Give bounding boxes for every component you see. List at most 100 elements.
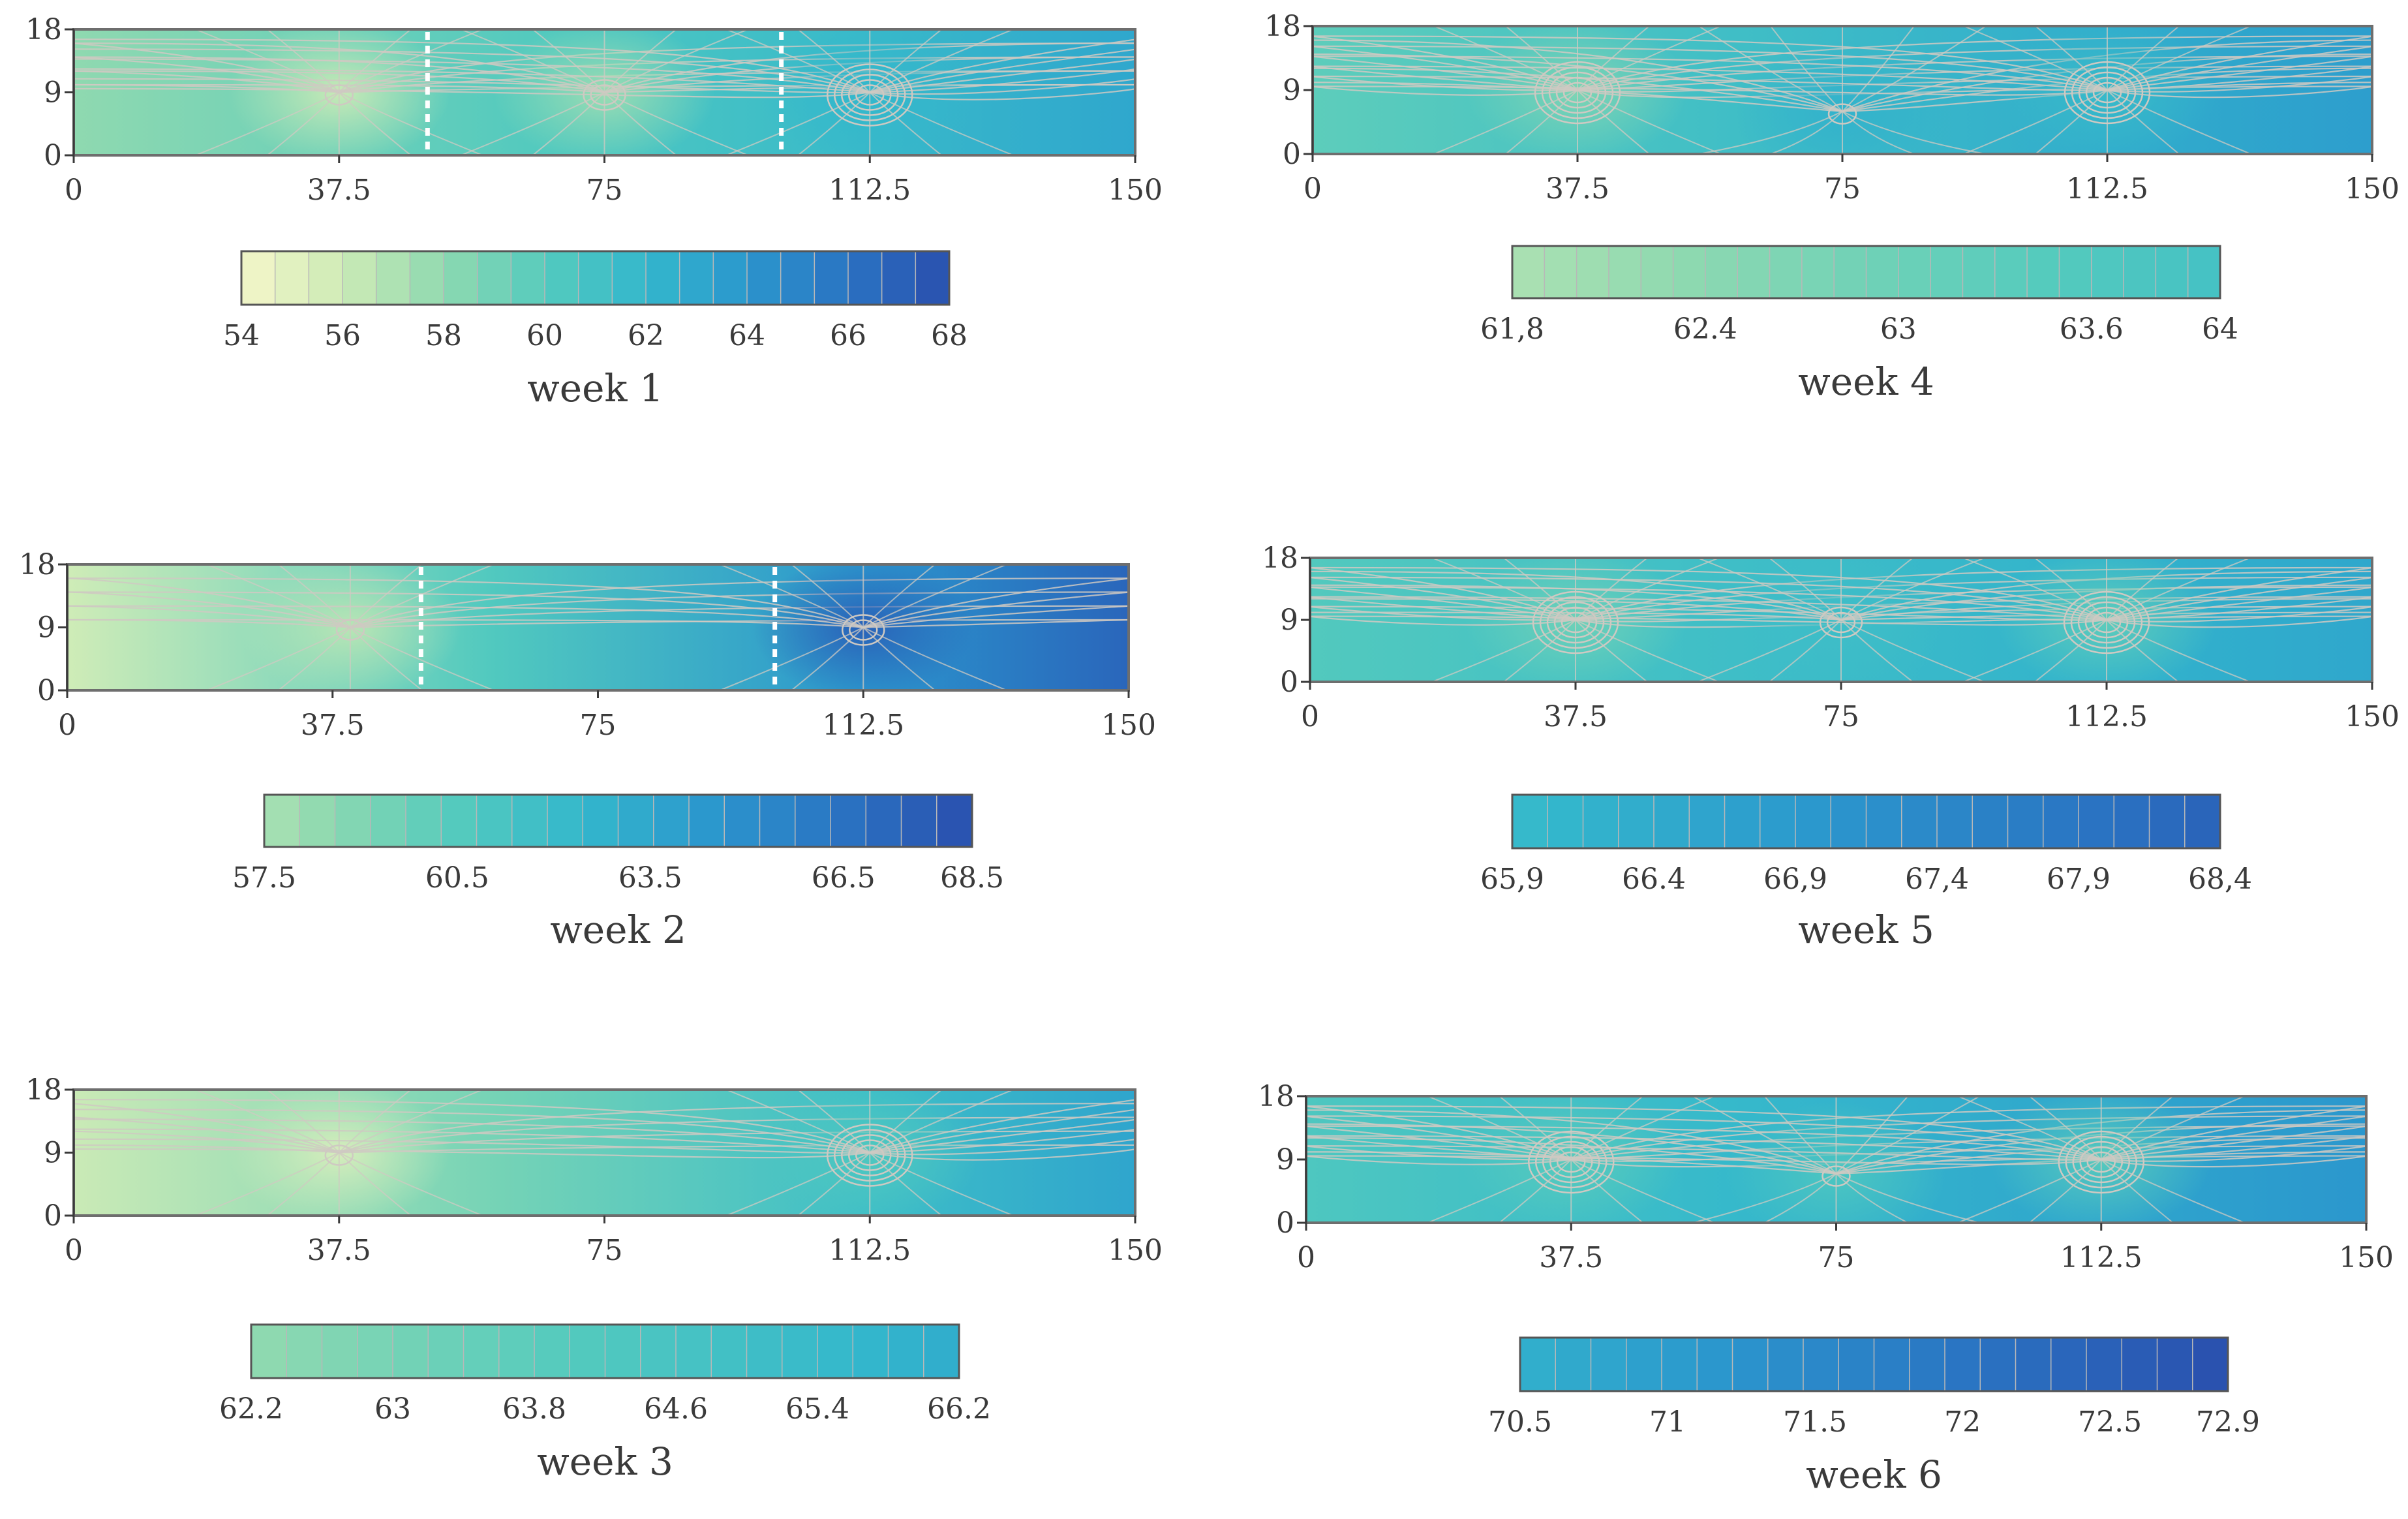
colorbar-swatch <box>1898 245 1932 299</box>
chart-panel-1: 0 9 18 0 37.5 75 112.5 150 54 56 58 60 62 64 66 68 week … <box>25 13 1163 410</box>
contour-line <box>195 1090 340 1154</box>
y-tick-label: 0 <box>1283 138 1301 171</box>
contour-line <box>862 626 936 690</box>
contour-line <box>797 1152 870 1216</box>
colorbar-swatch <box>510 251 546 305</box>
colorbar-swatch <box>847 251 883 305</box>
contour-line <box>1963 26 2108 91</box>
colorbar-tick-label: 72.9 <box>2196 1405 2260 1439</box>
contour-line <box>869 38 1135 93</box>
contour-line <box>339 1152 412 1216</box>
contour-line <box>1770 110 1843 154</box>
colorbar-tick-label: 64 <box>729 319 765 352</box>
contour-line <box>1427 1096 1572 1160</box>
colorbar-swatch <box>746 251 782 305</box>
colorbar: 57.5 60.5 63.5 66.5 68.5 <box>232 793 1004 895</box>
y-tick-label: 9 <box>1280 604 1298 637</box>
contour-line <box>719 626 864 690</box>
contour-line <box>339 1090 483 1154</box>
colorbar-swatch <box>1795 794 1832 849</box>
contour-line <box>870 1128 1135 1154</box>
x-tick-label: 112.5 <box>829 174 911 207</box>
contour-line <box>1313 85 2108 96</box>
y-tick-label: 0 <box>1280 666 1298 699</box>
contour-line <box>74 68 870 93</box>
colorbar-swatch <box>915 251 951 305</box>
colorbar-swatch <box>1576 245 1610 299</box>
colorbar-swatch <box>814 251 849 305</box>
colorbar-swatch <box>1972 794 2009 849</box>
colorbar-swatch <box>427 1324 465 1379</box>
colorbar-swatch <box>1640 245 1674 299</box>
contour-line <box>1310 596 1576 621</box>
contour-line <box>1306 1155 2101 1165</box>
contour-line <box>1310 615 2107 626</box>
x-tick-label: 0 <box>65 174 83 207</box>
colorbar-swatch <box>440 794 478 848</box>
contour-line <box>1313 65 2108 91</box>
contour-line <box>1575 619 1648 682</box>
colorbar-swatch <box>1731 1337 1769 1392</box>
contour-line <box>2107 89 2180 154</box>
contour-line <box>869 29 1014 93</box>
contour-line <box>339 91 412 155</box>
x-tick-label: 37.5 <box>307 1234 371 1267</box>
contour-line <box>2107 26 2251 91</box>
y-tick-label: 9 <box>37 611 55 645</box>
colorbar-swatch <box>1944 1337 1981 1392</box>
colorbar-swatch <box>759 794 796 848</box>
colorbar-swatch <box>780 251 815 305</box>
colorbar-swatch <box>1519 1337 1557 1392</box>
colorbar-swatch <box>392 1324 429 1379</box>
contour-line <box>1313 55 2108 91</box>
contour-line <box>1313 65 1578 91</box>
colorbar-swatch <box>1608 245 1642 299</box>
colorbar-swatch <box>2156 1337 2193 1392</box>
contour-line <box>869 91 1014 155</box>
contour-line <box>2106 558 2251 621</box>
contour-line <box>350 626 495 690</box>
x-tick-label: 37.5 <box>1546 172 1609 206</box>
contour-line <box>1577 26 1650 91</box>
contour-line <box>2101 1159 2246 1223</box>
contour-line <box>1306 1125 2101 1161</box>
colorbar-swatch <box>936 794 973 848</box>
contour-line <box>603 91 677 155</box>
x-tick-label: 37.5 <box>1539 1241 1603 1274</box>
y-tick-label: 18 <box>25 1073 62 1107</box>
contour-line <box>350 564 423 628</box>
contour-line <box>1313 45 2108 91</box>
colorbar-tick-label: 63.8 <box>502 1392 566 1426</box>
contour-line <box>267 1152 340 1216</box>
colorbar-swatch <box>1801 245 1835 299</box>
contour-line <box>1577 26 1722 91</box>
contour-line <box>2101 1135 2366 1161</box>
contour-line <box>2106 619 2251 682</box>
contour-line <box>1427 1159 1572 1223</box>
contour-line <box>725 91 870 155</box>
y-tick-label: 0 <box>44 1199 62 1233</box>
contour-line <box>1575 558 1648 621</box>
contour-line <box>67 577 864 628</box>
colorbar-swatch <box>1661 1337 1698 1392</box>
colorbar-tick-label: 62.2 <box>219 1392 283 1426</box>
colorbar-swatch <box>617 794 654 848</box>
contour-line <box>1306 1145 2101 1161</box>
contour-line <box>1306 1115 1572 1161</box>
colorbar-tick-label: 60.5 <box>425 861 489 895</box>
colorbar-swatch <box>2007 794 2044 849</box>
x-tick-label: 37.5 <box>301 709 365 742</box>
contour-line <box>339 1090 412 1154</box>
contour-line <box>1310 606 1576 621</box>
colorbar-swatch <box>746 1324 783 1379</box>
colorbar-swatch <box>782 1324 819 1379</box>
contour-line <box>1836 1096 1980 1174</box>
colorbar-swatch <box>688 794 725 848</box>
contour-line <box>74 87 870 99</box>
contour-line <box>2107 45 2372 91</box>
contour-line <box>195 1152 340 1216</box>
colorbar-tick-label: 58 <box>425 319 462 352</box>
contour-line <box>1505 26 1578 91</box>
contour-line <box>869 91 942 155</box>
contour-line <box>2106 596 2372 621</box>
